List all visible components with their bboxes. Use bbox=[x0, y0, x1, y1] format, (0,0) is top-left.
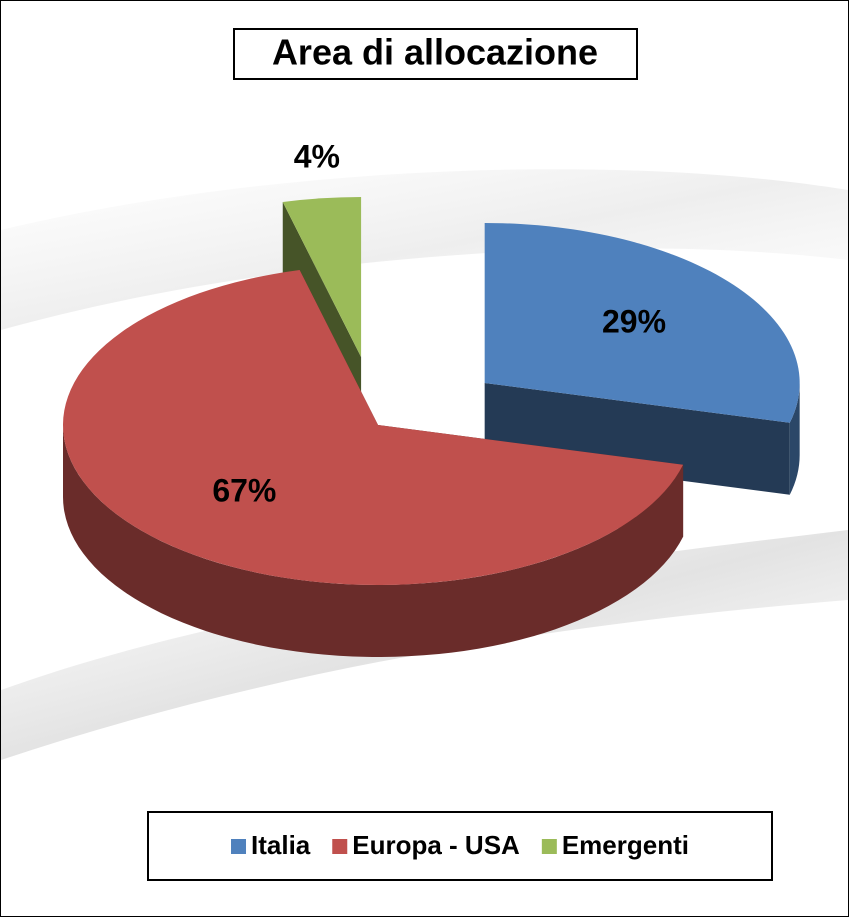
legend-label: Europa - USA bbox=[352, 830, 520, 860]
background-swoosh bbox=[1, 169, 848, 330]
legend-label: Emergenti bbox=[562, 830, 689, 860]
slice-side bbox=[484, 382, 790, 495]
legend: Italia Europa - USA Emergenti bbox=[231, 830, 689, 860]
pie: 4% 29% 67% bbox=[62, 139, 800, 657]
data-label: 4% bbox=[294, 139, 340, 175]
legend-label: Italia bbox=[251, 830, 311, 860]
title-box bbox=[233, 28, 638, 80]
data-label: 67% bbox=[212, 472, 276, 508]
legend-swatch bbox=[231, 839, 247, 854]
slice bbox=[62, 270, 684, 586]
chart-title: Area di allocazione bbox=[272, 32, 598, 73]
legend-box bbox=[147, 811, 773, 881]
slice bbox=[282, 196, 362, 357]
slice bbox=[484, 222, 800, 423]
slice-wall bbox=[63, 425, 684, 657]
data-label: 29% bbox=[602, 304, 666, 340]
legend-swatch bbox=[541, 839, 557, 854]
legend-swatch bbox=[332, 839, 348, 854]
slice-wall bbox=[789, 382, 800, 495]
